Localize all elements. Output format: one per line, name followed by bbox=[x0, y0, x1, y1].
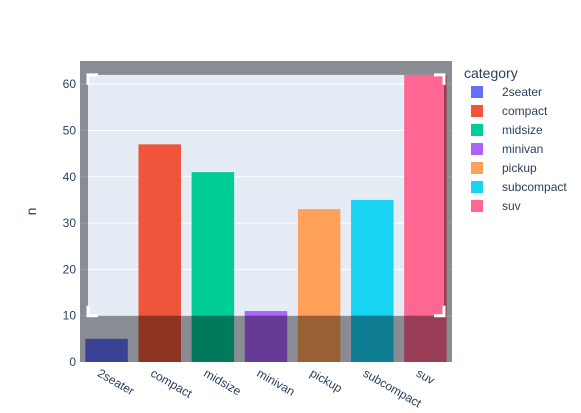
zoom-selection-overlay[interactable] bbox=[80, 61, 452, 362]
legend-item-suv[interactable]: suv bbox=[471, 199, 521, 213]
y-tick-label: 40 bbox=[63, 170, 77, 184]
legend-swatch bbox=[471, 200, 483, 212]
legend-item-minivan[interactable]: minivan bbox=[471, 142, 543, 156]
legend-item-pickup[interactable]: pickup bbox=[471, 161, 537, 175]
x-tick-label: pickup bbox=[308, 366, 345, 396]
legend-swatch bbox=[471, 181, 483, 193]
x-tick-label: compact bbox=[148, 366, 195, 401]
selection-corner-handle[interactable] bbox=[434, 73, 446, 85]
y-tick-labels: 0 10 20 30 40 50 60 bbox=[63, 77, 77, 369]
overlay-right bbox=[444, 74, 452, 316]
x-tick-label: suv bbox=[414, 366, 437, 387]
legend-label: minivan bbox=[502, 142, 543, 156]
x-tick-labels: 2seater compact midsize minivan pickup subcom… bbox=[95, 366, 437, 411]
y-tick-label: 10 bbox=[63, 309, 77, 323]
y-tick-label: 60 bbox=[63, 77, 77, 91]
legend-item-subcompact[interactable]: subcompact bbox=[471, 180, 567, 194]
y-tick-label: 20 bbox=[63, 262, 77, 276]
bars bbox=[85, 74, 447, 363]
legend-swatch bbox=[471, 86, 483, 98]
legend-label: pickup bbox=[502, 161, 537, 175]
bar-midsize[interactable] bbox=[191, 172, 235, 362]
bar-2seater[interactable] bbox=[85, 338, 128, 362]
legend-label: suv bbox=[502, 199, 521, 213]
y-tick-label: 30 bbox=[63, 216, 77, 230]
legend-item-midsize[interactable]: midsize bbox=[471, 123, 543, 137]
legend-label: midsize bbox=[502, 123, 543, 137]
selection-corner-handle[interactable] bbox=[86, 73, 98, 85]
x-tick-label: minivan bbox=[255, 366, 298, 399]
x-tick-label: 2seater bbox=[95, 366, 137, 398]
bar-minivan[interactable] bbox=[244, 311, 288, 362]
bar-compact[interactable] bbox=[138, 144, 181, 362]
legend-label: compact bbox=[502, 104, 548, 118]
bar-pickup[interactable] bbox=[297, 209, 341, 362]
overlay-left bbox=[80, 74, 88, 316]
legend-item-compact[interactable]: compact bbox=[471, 104, 548, 118]
x-tick-label: midsize bbox=[201, 366, 244, 399]
y-tick-label: 0 bbox=[69, 355, 76, 369]
selection-corner-handle[interactable] bbox=[434, 305, 446, 318]
y-axis-title: n bbox=[23, 208, 39, 216]
legend-label: subcompact bbox=[502, 180, 567, 194]
legend-swatch bbox=[471, 162, 483, 174]
legend: category 2seater compact midsize minivan pic… bbox=[464, 65, 567, 213]
selection-corner-handle[interactable] bbox=[86, 305, 98, 318]
bar-suv[interactable] bbox=[404, 74, 447, 363]
legend-swatch bbox=[471, 143, 483, 155]
legend-label: 2seater bbox=[502, 85, 542, 99]
bar-subcompact[interactable] bbox=[351, 199, 394, 362]
y-tick-label: 50 bbox=[63, 123, 77, 137]
overlay-top bbox=[80, 61, 452, 75]
legend-title: category bbox=[464, 65, 518, 81]
x-tick-label: subcompact bbox=[361, 366, 425, 411]
legend-item-2seater[interactable]: 2seater bbox=[471, 85, 542, 99]
overlay-bottom bbox=[80, 315, 452, 362]
legend-swatch bbox=[471, 105, 483, 117]
legend-swatch bbox=[471, 124, 483, 136]
